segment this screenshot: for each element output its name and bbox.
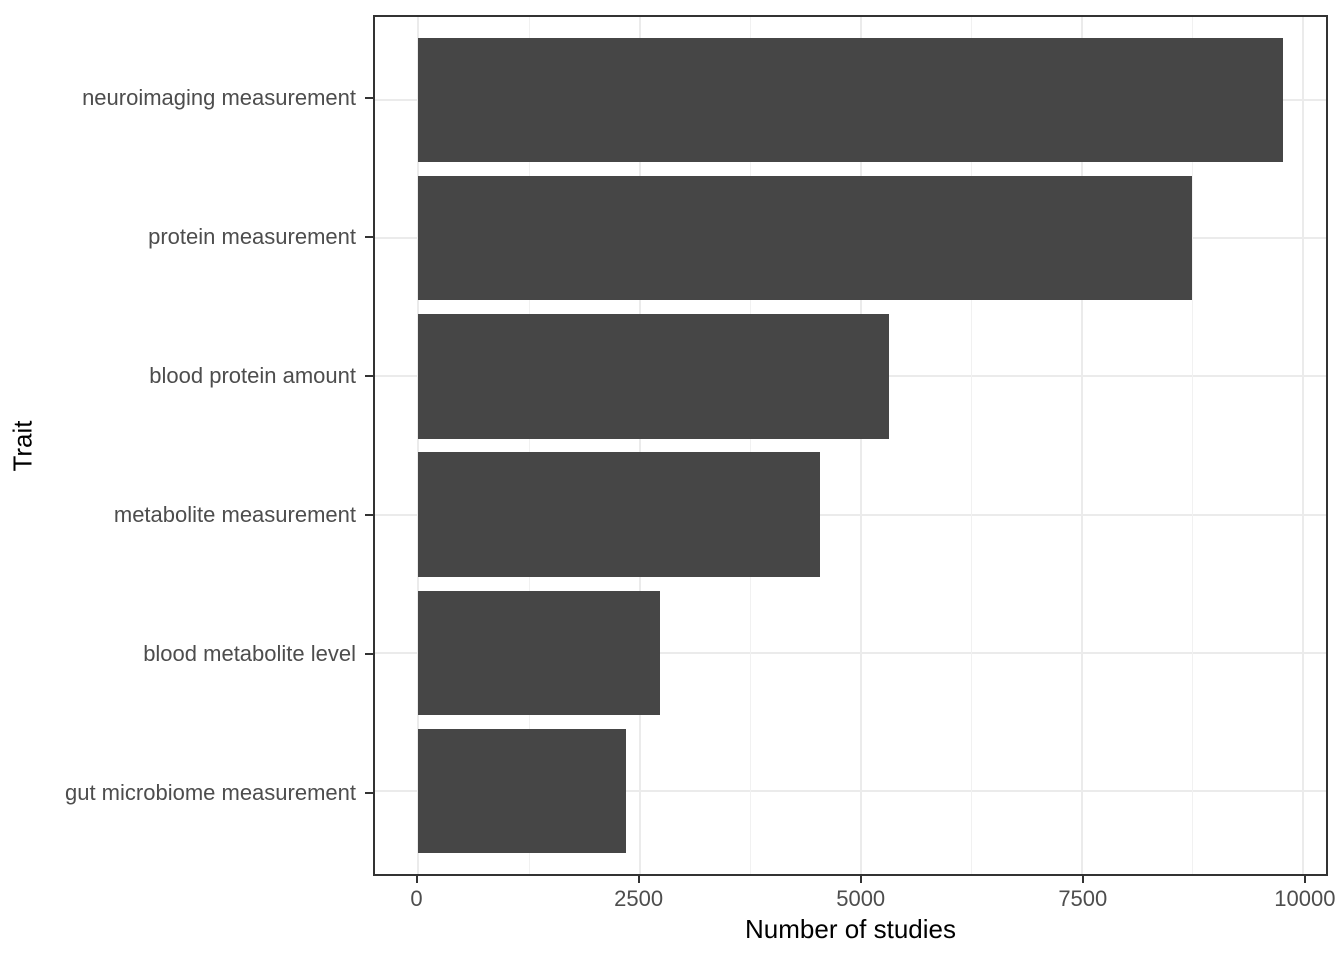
x-tick-mark <box>1303 876 1306 883</box>
gridline-vertical-major <box>1080 17 1083 874</box>
y-tick-mark <box>365 513 373 516</box>
bar-blood-protein-amount <box>418 314 889 439</box>
y-tick-label: gut microbiome measurement <box>64 779 356 805</box>
gridline-horizontal <box>375 790 1326 793</box>
gridline-horizontal <box>375 513 1326 516</box>
gridline-horizontal <box>375 651 1326 654</box>
y-tick-mark <box>365 97 373 100</box>
gridline-vertical-minor <box>750 17 752 874</box>
x-tick-label: 5000 <box>836 886 886 911</box>
gridline-vertical-minor <box>1192 17 1194 874</box>
bar-metabolite-measurement <box>418 452 820 577</box>
x-tick-mark <box>1081 876 1084 883</box>
y-tick-label: neuroimaging measurement <box>82 85 356 111</box>
plot-panel <box>373 15 1328 876</box>
x-tick-mark <box>859 876 862 883</box>
x-tick-label: 7500 <box>1058 886 1108 911</box>
gridline-vertical-major <box>417 17 420 874</box>
x-axis-title: Number of studies <box>745 914 956 944</box>
x-tick-label: 2500 <box>614 886 664 911</box>
y-tick-mark <box>365 652 373 655</box>
gridline-vertical-minor <box>971 17 973 874</box>
x-tick-mark <box>415 876 418 883</box>
y-tick-label: blood metabolite level <box>143 640 356 666</box>
gridline-vertical-major <box>1301 17 1304 874</box>
y-tick-label: metabolite measurement <box>113 501 356 527</box>
gridline-vertical-minor <box>528 17 530 874</box>
y-tick-label: blood protein amount <box>149 363 356 389</box>
y-tick-mark <box>365 791 373 794</box>
x-tick-label: 0 <box>410 886 423 911</box>
bar-gut-microbiome-measurement <box>418 728 627 854</box>
bar-neuroimaging-measurement <box>418 37 1283 163</box>
y-tick-label: protein measurement <box>148 224 356 250</box>
gridline-vertical-major <box>859 17 862 874</box>
gridline-vertical-major <box>638 17 641 874</box>
y-tick-mark <box>365 375 373 378</box>
x-tick-mark <box>637 876 640 883</box>
bar-blood-metabolite-level <box>418 590 660 716</box>
x-tick-label: 10000 <box>1274 886 1336 911</box>
bar-protein-measurement <box>418 175 1192 301</box>
y-axis-category-labels: neuroimaging measurement protein measurem… <box>0 15 356 876</box>
y-tick-mark <box>365 236 373 239</box>
